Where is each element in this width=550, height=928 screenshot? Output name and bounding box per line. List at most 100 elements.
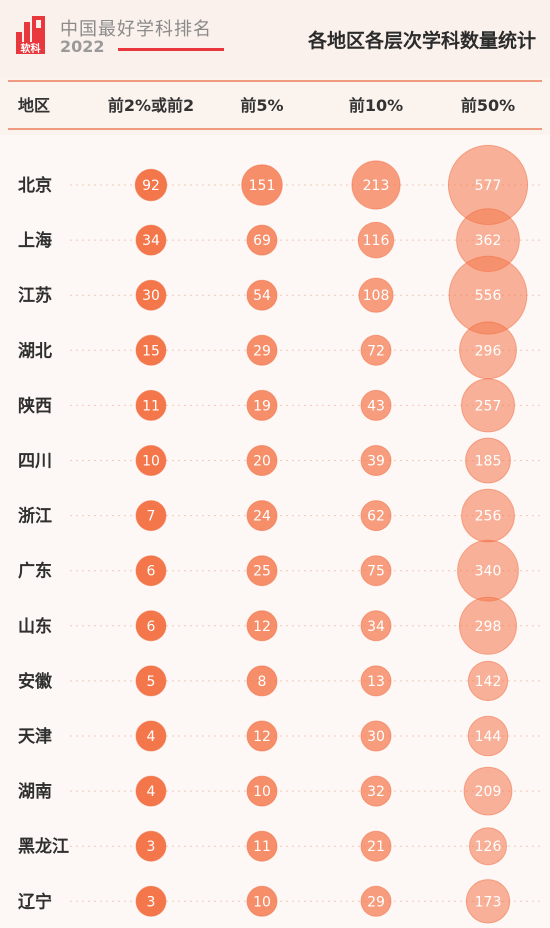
region-label: 天津 [18,726,52,747]
bubble-value-label: 8 [258,674,267,690]
bubble-3 [360,389,392,421]
bubble-value-label: 39 [367,454,385,470]
bubble-1 [135,665,167,697]
bubble-chart-area: 北京 上海 江苏 湖北 陕西 四川 浙江 广东 山东 安徽 天津 湖南 黑龙江 辽宁 92 34 30 15 11 1… [0,135,550,928]
bubble-value-label: 256 [475,509,502,525]
bubble-value-label: 6 [147,619,156,635]
bubble-value-label: 5 [147,674,156,690]
bubble-3 [360,610,392,642]
bubble-1 [135,445,167,476]
bubble-3 [360,445,392,476]
bubble-value-label: 362 [475,233,502,249]
bubble-value-label: 4 [147,784,156,800]
region-label: 安徽 [18,671,53,692]
column-header-top10: 前10% [348,96,404,115]
bubble-value-label: 213 [363,178,390,194]
bubble-value-label: 209 [475,784,502,800]
bubble-1 [135,224,167,256]
brand-logo-icon: 软科 [16,16,45,54]
column-header-row: 地区 前2%或前2 前5% 前10% 前50% [0,82,550,124]
bubble-2 [246,775,278,807]
bubble-2 [241,164,283,206]
bubble-value-label: 173 [475,894,502,910]
region-label: 浙江 [18,506,52,527]
brand-title: 中国最好学科排名 [60,19,212,40]
bubble-1 [135,389,167,421]
svg-text:软科: 软科 [21,42,41,54]
header: 软科 中国最好学科排名 2022 各地区各层次学科数量统计 [0,0,550,78]
bubble-1 [135,885,167,917]
bubble-value-label: 15 [142,343,160,359]
region-label: 江苏 [18,285,52,306]
bubble-2 [246,500,278,532]
bubble-value-label: 108 [363,288,390,304]
bubble-2 [246,885,278,917]
bubble-1 [135,500,167,532]
header-divider-bottom [8,128,542,130]
bubble-value-label: 25 [253,564,271,580]
bubble-value-label: 6 [147,564,156,580]
column-header-top2: 前2%或前2 [107,96,195,115]
bubble-4 [467,715,509,757]
bubble-4 [469,827,507,866]
bubble-value-label: 30 [367,729,385,745]
bubble-4 [467,660,509,702]
bubble-value-label: 20 [253,454,271,470]
bubble-2 [246,334,278,366]
bubble-value-label: 116 [363,233,390,249]
bubble-value-label: 29 [367,894,385,910]
bubble-value-label: 75 [367,564,385,580]
bubble-value-label: 24 [253,509,271,525]
bubble-2 [246,555,278,587]
region-label: 黑龙江 [18,836,69,857]
bubble-value-label: 10 [253,894,271,910]
bubble-2 [246,610,278,642]
bubble-2 [246,224,278,256]
bubble-4 [461,378,515,433]
bubble-value-label: 92 [142,178,160,194]
bubble-2 [246,720,278,752]
region-label: 广东 [18,561,52,582]
bubble-value-label: 43 [367,398,385,414]
bubble-value-label: 13 [367,674,385,690]
bubble-3 [357,221,395,259]
bubble-value-label: 34 [367,619,385,635]
bubble-value-label: 69 [253,233,271,249]
bubble-value-label: 3 [147,839,156,855]
bubble-3 [358,277,394,313]
bubble-value-label: 144 [475,729,502,745]
bubble-3 [351,160,401,210]
region-label: 北京 [18,175,52,196]
bubble-3 [360,555,392,587]
bubble-value-label: 3 [147,894,156,910]
bubble-1 [134,168,168,202]
bubble-1 [135,720,167,752]
region-label: 陕西 [18,395,52,416]
bubble-4 [465,437,511,484]
bubble-value-label: 62 [367,509,385,525]
region-label: 四川 [18,452,52,472]
row-header-label: 地区 [18,96,51,115]
bubble-value-label: 32 [367,784,385,800]
bubble-value-label: 10 [253,784,271,800]
page-title: 各地区各层次学科数量统计 [307,30,536,52]
bubble-1 [135,555,167,587]
bubble-value-label: 340 [475,564,502,580]
column-header-top50: 前50% [460,96,516,115]
bubble-value-label: 556 [475,288,502,304]
bubble-3 [360,830,392,862]
bubble-value-label: 10 [142,454,160,470]
bubble-value-label: 12 [253,729,271,745]
bubble-chart: 北京上海江苏湖北陕西四川浙江广东山东安徽天津湖南黑龙江辽宁92343015111… [18,144,540,924]
brand-year: 2022 [60,37,105,56]
bubble-value-label: 29 [253,343,271,359]
bubble-value-label: 296 [475,343,502,359]
bubble-1 [135,334,167,366]
region-label: 湖南 [18,781,52,802]
region-label: 辽宁 [18,891,52,912]
bubble-3 [360,334,392,366]
bubble-4 [465,879,511,924]
bubble-value-label: 4 [147,729,156,745]
bubble-4 [463,766,513,816]
region-label: 上海 [18,230,52,251]
